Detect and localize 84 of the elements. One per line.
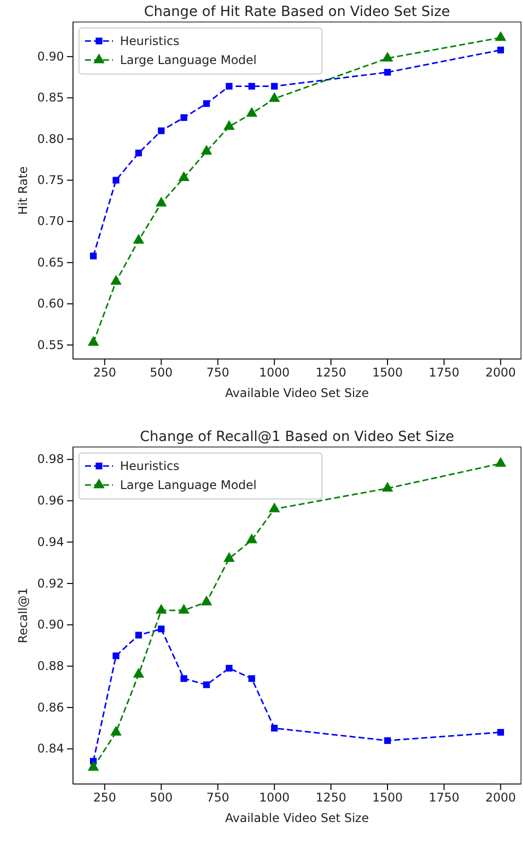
y-tick-label: 0.85 xyxy=(37,90,64,105)
y-tick-label: 0.75 xyxy=(37,173,64,188)
point xyxy=(132,234,144,244)
point xyxy=(497,46,504,54)
point xyxy=(178,171,190,181)
point xyxy=(112,176,120,184)
y-axis-title: Recall@1 xyxy=(16,588,30,644)
y-tick-label: 0.98 xyxy=(37,452,64,466)
x-tick-label: 1750 xyxy=(428,790,460,805)
x-tick-label: 1500 xyxy=(372,790,403,805)
x-tick-label: 750 xyxy=(206,790,230,805)
x-tick-label: 250 xyxy=(93,790,116,805)
point xyxy=(497,728,504,736)
y-tick-label: 0.92 xyxy=(37,576,64,590)
legend-label: Large Language Model xyxy=(120,478,257,492)
point xyxy=(271,82,278,90)
x-tick-label: 1500 xyxy=(372,366,403,380)
point xyxy=(135,632,142,638)
point xyxy=(110,726,122,736)
point xyxy=(271,724,278,732)
x-axis-title: Available Video Set Size xyxy=(225,811,369,825)
point xyxy=(200,144,212,155)
y-tick-label: 0.90 xyxy=(37,618,64,632)
point xyxy=(156,604,167,614)
point xyxy=(180,675,188,682)
y-tick-label: 0.96 xyxy=(37,494,64,508)
y-tick-label: 0.88 xyxy=(37,658,64,673)
point xyxy=(268,92,280,102)
point xyxy=(200,596,212,606)
x-tick-label: 2000 xyxy=(485,366,516,380)
x-tick-label: 1750 xyxy=(428,366,460,380)
point xyxy=(90,252,97,260)
x-tick-label: 500 xyxy=(150,366,173,380)
y-tick-label: 0.80 xyxy=(37,132,64,146)
x-tick-label: 250 xyxy=(93,366,116,380)
point xyxy=(223,552,235,562)
point xyxy=(223,120,235,130)
point xyxy=(246,534,258,544)
point xyxy=(110,275,122,285)
x-axis-title: Available Video Set Size xyxy=(225,386,369,400)
point xyxy=(203,681,210,688)
chart-title: Change of Hit Rate Based on Video Set Size xyxy=(144,4,450,20)
point xyxy=(135,150,142,156)
y-tick-label: 0.55 xyxy=(37,338,64,352)
point xyxy=(132,668,144,678)
point xyxy=(268,502,280,512)
x-tick-label: 1250 xyxy=(316,790,346,805)
point xyxy=(384,737,391,744)
point xyxy=(158,626,165,632)
y-tick-label: 0.70 xyxy=(37,214,64,228)
point xyxy=(495,31,506,41)
point xyxy=(88,336,99,346)
y-tick-label: 0.84 xyxy=(37,742,64,756)
point xyxy=(112,652,120,660)
x-tick-label: 1250 xyxy=(316,366,346,380)
y-tick-label: 0.90 xyxy=(37,49,64,64)
point xyxy=(384,68,391,76)
legend-label: Heuristics xyxy=(120,34,180,48)
x-tick-label: 1000 xyxy=(259,366,290,380)
point xyxy=(178,604,190,614)
point xyxy=(248,82,256,90)
point xyxy=(158,127,165,134)
point xyxy=(382,482,394,492)
x-tick-label: 2000 xyxy=(485,790,516,805)
y-tick-label: 0.60 xyxy=(37,296,64,311)
point xyxy=(495,457,506,467)
point xyxy=(382,52,394,62)
point xyxy=(226,82,232,90)
chart-title: Change of Recall@1 Based on Video Set Size xyxy=(140,429,454,445)
point xyxy=(203,100,210,107)
point xyxy=(180,114,188,121)
x-tick-label: 750 xyxy=(206,366,230,380)
point xyxy=(156,196,167,207)
y-tick-label: 0.65 xyxy=(37,255,64,270)
x-tick-label: 1000 xyxy=(259,790,290,805)
y-axis-title: Hit Rate xyxy=(16,166,30,215)
point xyxy=(226,664,232,672)
y-tick-label: 0.94 xyxy=(37,534,64,549)
point xyxy=(248,675,256,682)
point xyxy=(246,106,258,117)
x-tick-label: 500 xyxy=(150,790,173,805)
legend-label: Large Language Model xyxy=(120,53,257,67)
y-tick-label: 0.86 xyxy=(37,700,64,714)
legend-label: Heuristics xyxy=(120,459,180,473)
